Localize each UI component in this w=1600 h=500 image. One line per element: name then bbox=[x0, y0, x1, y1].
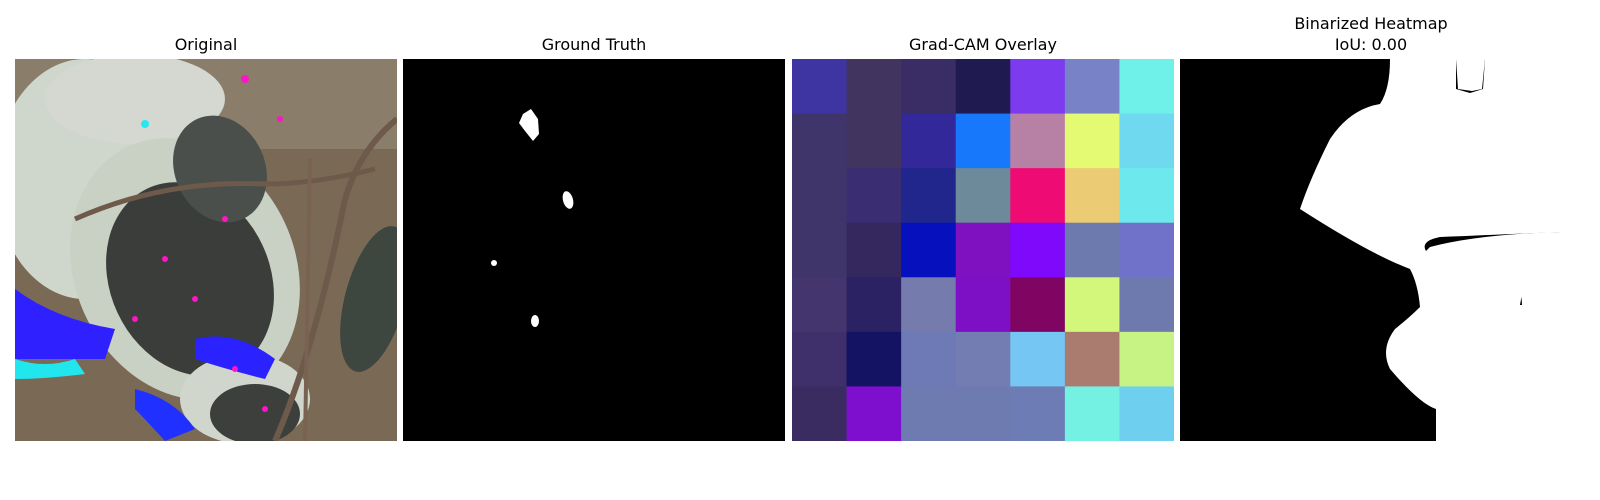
gradcam-cell bbox=[1064, 168, 1120, 224]
gradcam-overlay-image bbox=[792, 59, 1174, 441]
panel-original: Original bbox=[15, 0, 397, 500]
panel-gradcam-overlay: Grad-CAM Overlay bbox=[792, 0, 1174, 500]
iou-label: IoU: 0.00 bbox=[1334, 35, 1408, 54]
gradcam-cell bbox=[1119, 113, 1174, 169]
gradcam-cell bbox=[1119, 277, 1174, 333]
gradcam-cell bbox=[846, 113, 902, 169]
gradcam-cell bbox=[1119, 168, 1174, 224]
gradcam-cell bbox=[955, 222, 1011, 278]
gradcam-cell bbox=[901, 277, 957, 333]
gradcam-cell bbox=[955, 168, 1011, 224]
gradcam-cell bbox=[955, 59, 1011, 115]
gradcam-cell bbox=[1010, 168, 1066, 224]
panel-binarized-heatmap: Binarized Heatmap IoU: 0.00 bbox=[1180, 0, 1562, 500]
gradcam-cell bbox=[901, 331, 957, 387]
gradcam-cell bbox=[901, 59, 957, 115]
gradcam-cell bbox=[846, 386, 902, 441]
gradcam-cell bbox=[1064, 222, 1120, 278]
gradcam-cell bbox=[1064, 277, 1120, 333]
gradcam-cell bbox=[1010, 113, 1066, 169]
binarized-heatmap-mask bbox=[1180, 59, 1562, 441]
gradcam-cell bbox=[1119, 59, 1174, 115]
gradcam-cell bbox=[846, 331, 902, 387]
gradcam-cell bbox=[846, 277, 902, 333]
gradcam-cell bbox=[1010, 277, 1066, 333]
gradcam-cell bbox=[901, 386, 957, 441]
gradcam-cell bbox=[792, 222, 848, 278]
panel-title-original: Original bbox=[174, 35, 238, 54]
panel-title-ground-truth: Ground Truth bbox=[541, 35, 647, 54]
gradcam-cell bbox=[1119, 386, 1174, 441]
gradcam-cell bbox=[792, 331, 848, 387]
gradcam-cell bbox=[1064, 113, 1120, 169]
gradcam-cell bbox=[1010, 222, 1066, 278]
gradcam-cell bbox=[846, 222, 902, 278]
gradcam-cell bbox=[792, 168, 848, 224]
gradcam-cell bbox=[792, 386, 848, 441]
original-image bbox=[15, 59, 397, 441]
panel-title-binarized-heatmap: Binarized Heatmap bbox=[1294, 14, 1448, 33]
gradcam-cell bbox=[792, 59, 848, 115]
gradcam-cell bbox=[901, 222, 957, 278]
gradcam-cell bbox=[1010, 386, 1066, 441]
gradcam-cell bbox=[955, 386, 1011, 441]
gradcam-cell bbox=[955, 113, 1011, 169]
gradcam-cell bbox=[955, 277, 1011, 333]
gradcam-cell bbox=[792, 277, 848, 333]
gradcam-cell bbox=[1010, 59, 1066, 115]
gradcam-cell bbox=[901, 168, 957, 224]
gradcam-cell bbox=[1010, 331, 1066, 387]
gradcam-cell bbox=[955, 331, 1011, 387]
gradcam-cell bbox=[1064, 331, 1120, 387]
panel-title-gradcam-overlay: Grad-CAM Overlay bbox=[909, 35, 1057, 54]
gradcam-cell bbox=[1119, 222, 1174, 278]
gradcam-cell bbox=[846, 59, 902, 115]
panel-ground-truth: Ground Truth bbox=[403, 0, 785, 500]
gradcam-cell bbox=[846, 168, 902, 224]
gradcam-cell bbox=[1064, 386, 1120, 441]
gradcam-cell bbox=[1119, 331, 1174, 387]
gradcam-cell bbox=[792, 113, 848, 169]
ground-truth-mask bbox=[403, 59, 785, 441]
gradcam-cell bbox=[901, 113, 957, 169]
gradcam-cell bbox=[1064, 59, 1120, 115]
